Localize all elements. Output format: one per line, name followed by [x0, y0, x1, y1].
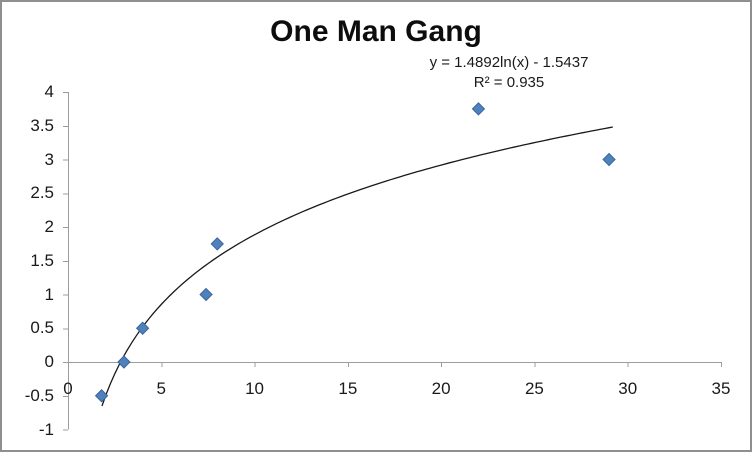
x-tick-label: 5	[156, 379, 167, 398]
y-tick-label: 3	[44, 149, 54, 169]
y-tick-label: -0.5	[24, 385, 54, 405]
y-tick-label: 2.5	[30, 183, 54, 203]
data-point-marker[interactable]	[471, 102, 486, 116]
data-point-marker[interactable]	[210, 237, 224, 251]
y-tick-label: 4	[44, 82, 54, 101]
x-tick-label: 25	[524, 379, 544, 398]
trendline-equation: y = 1.4892ln(x) - 1.5437	[429, 54, 589, 71]
y-tick-label: 2	[44, 217, 54, 236]
data-point-marker[interactable]	[135, 321, 150, 335]
y-tick-label: 1.5	[30, 250, 54, 270]
x-tick-label: 10	[245, 379, 265, 398]
x-tick-label: 30	[618, 379, 638, 398]
chart-title[interactable]: One Man Gang	[270, 15, 482, 48]
axes	[63, 92, 722, 431]
y-tick-label: 0.5	[30, 318, 54, 338]
trendline-label[interactable]: y = 1.4892ln(x) - 1.5437 R² = 0.935	[339, 53, 679, 93]
data-point-marker[interactable]	[602, 152, 616, 167]
y-tick-label: 3.5	[30, 115, 54, 135]
x-tick-label: 0	[63, 379, 73, 398]
y-tick-label: 0	[44, 352, 54, 371]
x-tick-label: 35	[711, 379, 731, 398]
y-tick-label: 1	[44, 284, 54, 304]
trendline[interactable]	[101, 126, 613, 407]
scatter-series[interactable]	[94, 102, 616, 403]
data-point-marker[interactable]	[199, 287, 213, 302]
x-tick-label: 15	[338, 379, 358, 398]
trendline-r2: R² = 0.935	[473, 74, 545, 91]
y-tick-label: -1	[38, 419, 54, 439]
data-point-marker[interactable]	[94, 389, 109, 403]
data-point-marker[interactable]	[117, 355, 131, 369]
x-tick-label: 20	[431, 379, 451, 398]
